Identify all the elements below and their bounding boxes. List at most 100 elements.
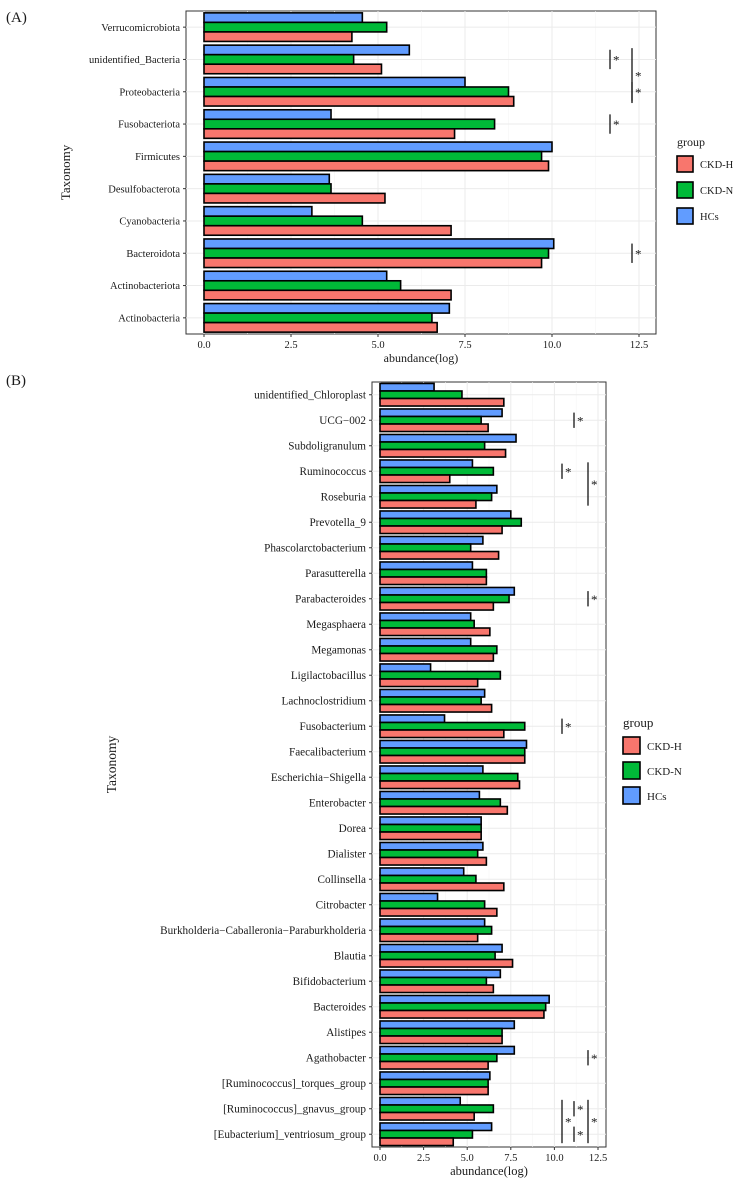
bar-hcs (379, 408, 503, 418)
bar-ckd-h (379, 678, 479, 688)
significance-star: * (591, 1115, 598, 1130)
x-tick-label: 0.0 (373, 1153, 386, 1164)
bar-hcs (203, 238, 555, 250)
bar-ckd-h (379, 627, 491, 637)
legend-key-ckd-h (622, 736, 641, 755)
y-tick-label: Desulfobacterota (108, 184, 180, 195)
y-tick-label: Faecalibacterium (289, 747, 366, 759)
bar-hcs (379, 586, 516, 596)
bar-hcs (379, 1045, 516, 1055)
bar-ckd-n (379, 976, 488, 986)
significance-star: * (635, 246, 642, 261)
bar-ckd-n (379, 1129, 474, 1139)
bar-ckd-h (379, 1111, 475, 1121)
bar-ckd-n (379, 492, 493, 502)
y-tick-label: Bacteroidota (126, 249, 180, 260)
bar-hcs (379, 994, 550, 1004)
bar-ckd-h (203, 160, 550, 172)
bar-ckd-n (379, 466, 495, 476)
bar-ckd-h (203, 192, 386, 204)
legend-title: group (677, 135, 705, 149)
bar-ckd-h (379, 525, 503, 535)
legend-label: HCs (700, 212, 719, 223)
bars (203, 12, 555, 333)
x-tick-label: 5.0 (461, 1153, 474, 1164)
bar-ckd-n (203, 183, 332, 195)
bar-hcs (379, 790, 481, 800)
y-tick-label: Megamonas (311, 645, 366, 657)
bar-hcs (379, 841, 484, 851)
bar-ckd-n (203, 21, 388, 33)
bar-ckd-n (379, 543, 472, 553)
bar-ckd-h (379, 882, 505, 892)
significance-star: * (565, 464, 572, 479)
y-tick-label: Actinobacteria (118, 314, 180, 325)
y-tick-label: Subdoligranulum (288, 441, 366, 453)
bar-ckd-h (379, 754, 526, 764)
y-tick-label: [Eubacterium]_ventriosum_group (214, 1129, 367, 1141)
y-tick-label: Escherichia−Shigella (271, 772, 366, 784)
significance-star: * (613, 117, 620, 132)
y-tick-label: unidentified_Bacteria (89, 55, 180, 66)
bar-ckd-n (379, 568, 488, 578)
bar-ckd-n (379, 619, 475, 629)
legend-title: group (623, 715, 653, 730)
bar-ckd-n (379, 925, 493, 935)
legend-label: CKD-H (700, 160, 734, 171)
x-tick-label: 2.5 (417, 1153, 430, 1164)
bar-ckd-h (379, 601, 495, 611)
bar-ckd-h (379, 703, 493, 713)
y-tick-label: Firmicutes (135, 152, 180, 163)
bar-ckd-h (379, 1086, 489, 1096)
bar-ckd-n (379, 849, 479, 859)
bar-ckd-h (379, 933, 479, 943)
bar-ckd-n (379, 1027, 503, 1037)
y-axis: unidentified_Chloroplast UCG−002 Subdoligr… (104, 390, 372, 1141)
y-tick-label: unidentified_Chloroplast (254, 390, 367, 402)
significance-star: * (591, 1051, 598, 1066)
bar-ckd-h (379, 448, 507, 458)
bar-ckd-n (203, 118, 496, 130)
y-tick-label: Cyanobacteria (119, 217, 180, 228)
bar-ckd-n (379, 1078, 489, 1088)
legend-label: CKD-H (647, 741, 682, 753)
bar-ckd-n (379, 772, 519, 782)
bar-ckd-h (379, 474, 451, 484)
bar-hcs (379, 663, 432, 673)
bar-ckd-h (379, 1035, 503, 1045)
bar-ckd-n (379, 415, 482, 425)
bar-hcs (203, 12, 364, 24)
x-axis: 0.0 2.5 5.0 7.5 10.0 12.5 abundance(log) (373, 1147, 607, 1178)
x-tick-label: 10.0 (545, 1153, 563, 1164)
significance-star: * (635, 69, 642, 84)
bar-ckd-h (203, 95, 515, 107)
bar-ckd-n (379, 594, 510, 604)
bar-ckd-n (379, 1104, 495, 1114)
bar-hcs (379, 637, 472, 647)
x-tick-label: 2.5 (284, 340, 297, 351)
bar-ckd-h (379, 550, 500, 560)
bars (379, 382, 550, 1147)
y-axis-title: Taxonomy (58, 144, 73, 200)
bar-ckd-n (379, 645, 498, 655)
x-tick-label: 5.0 (371, 340, 384, 351)
bar-ckd-n (379, 517, 523, 527)
bar-hcs (379, 714, 446, 724)
y-tick-label: Dorea (339, 823, 366, 835)
bar-ckd-n (203, 247, 550, 259)
panel-label: (B) (6, 373, 26, 389)
bar-hcs (203, 270, 388, 282)
bar-hcs (379, 892, 439, 902)
significance: * * * * * * * * * * (561, 412, 598, 1144)
bar-hcs (379, 816, 482, 826)
bar-ckd-n (379, 1002, 547, 1012)
y-tick-label: Agathobacter (306, 1053, 367, 1065)
bar-hcs (379, 535, 484, 545)
significance-star: * (577, 1127, 584, 1142)
x-tick-label: 12.5 (589, 1153, 607, 1164)
bar-hcs (203, 205, 313, 217)
legend-key-hcs (676, 207, 694, 225)
significance-star: * (613, 52, 620, 67)
bar-ckd-h (203, 224, 452, 237)
